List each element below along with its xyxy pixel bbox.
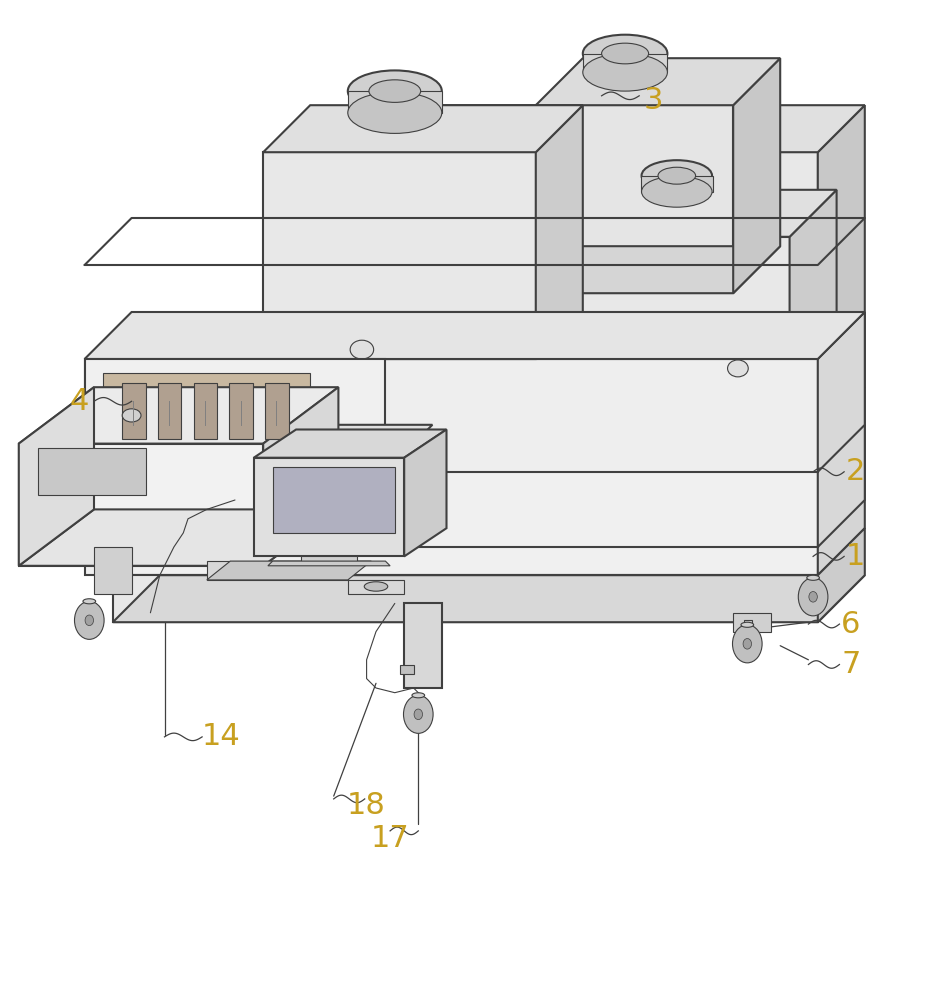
Ellipse shape xyxy=(641,176,713,207)
Polygon shape xyxy=(404,430,446,556)
Polygon shape xyxy=(85,425,865,472)
Text: 1: 1 xyxy=(846,542,866,571)
Text: 4: 4 xyxy=(70,387,89,416)
Polygon shape xyxy=(229,382,253,439)
Ellipse shape xyxy=(412,693,425,698)
Polygon shape xyxy=(268,561,390,566)
Polygon shape xyxy=(158,382,181,439)
Ellipse shape xyxy=(732,625,762,663)
Polygon shape xyxy=(254,430,446,458)
Polygon shape xyxy=(790,190,837,406)
Ellipse shape xyxy=(122,409,141,422)
Ellipse shape xyxy=(583,53,667,91)
Text: 14: 14 xyxy=(201,722,241,751)
Polygon shape xyxy=(348,580,404,594)
Ellipse shape xyxy=(74,601,104,639)
Polygon shape xyxy=(113,575,865,622)
Ellipse shape xyxy=(348,70,442,112)
Polygon shape xyxy=(85,359,818,472)
Polygon shape xyxy=(818,528,865,622)
Polygon shape xyxy=(536,105,733,293)
Polygon shape xyxy=(85,472,818,575)
Polygon shape xyxy=(263,105,583,152)
Polygon shape xyxy=(536,105,583,359)
Polygon shape xyxy=(301,556,357,561)
Ellipse shape xyxy=(583,35,667,72)
Ellipse shape xyxy=(602,43,649,64)
Polygon shape xyxy=(818,105,865,434)
Polygon shape xyxy=(395,434,818,547)
Polygon shape xyxy=(400,664,414,674)
Text: 7: 7 xyxy=(841,650,861,679)
Polygon shape xyxy=(564,190,837,237)
Polygon shape xyxy=(85,359,385,472)
Polygon shape xyxy=(85,312,865,359)
Polygon shape xyxy=(263,152,536,359)
Polygon shape xyxy=(583,53,667,72)
Polygon shape xyxy=(404,603,442,688)
Ellipse shape xyxy=(728,360,748,377)
Polygon shape xyxy=(254,458,404,556)
Polygon shape xyxy=(564,359,837,406)
Polygon shape xyxy=(19,387,94,566)
Text: 18: 18 xyxy=(347,791,386,820)
Ellipse shape xyxy=(368,80,421,102)
Ellipse shape xyxy=(808,592,818,602)
Ellipse shape xyxy=(641,160,713,191)
Ellipse shape xyxy=(85,615,94,626)
Polygon shape xyxy=(207,561,371,580)
Polygon shape xyxy=(733,58,780,293)
Text: 17: 17 xyxy=(370,824,410,853)
Polygon shape xyxy=(564,237,790,406)
Ellipse shape xyxy=(658,167,696,184)
Ellipse shape xyxy=(348,92,442,133)
Ellipse shape xyxy=(414,709,423,720)
Polygon shape xyxy=(19,444,263,566)
Polygon shape xyxy=(536,246,780,293)
Polygon shape xyxy=(19,509,338,566)
Ellipse shape xyxy=(744,639,752,649)
Polygon shape xyxy=(103,373,310,448)
Polygon shape xyxy=(273,467,395,533)
Ellipse shape xyxy=(83,599,96,604)
Polygon shape xyxy=(263,312,583,359)
Ellipse shape xyxy=(807,575,820,580)
Ellipse shape xyxy=(365,582,388,591)
Polygon shape xyxy=(818,312,865,472)
Polygon shape xyxy=(94,547,132,594)
Polygon shape xyxy=(19,387,338,444)
Polygon shape xyxy=(348,91,442,113)
Ellipse shape xyxy=(403,695,433,733)
Text: 3: 3 xyxy=(644,86,664,115)
Polygon shape xyxy=(85,425,432,472)
Ellipse shape xyxy=(351,340,374,359)
Polygon shape xyxy=(194,382,217,439)
Polygon shape xyxy=(38,448,146,495)
Polygon shape xyxy=(207,561,348,580)
Polygon shape xyxy=(113,575,818,622)
Polygon shape xyxy=(733,613,771,632)
Ellipse shape xyxy=(741,622,754,627)
Polygon shape xyxy=(395,152,818,434)
Polygon shape xyxy=(536,58,780,105)
Polygon shape xyxy=(818,387,865,547)
Polygon shape xyxy=(265,382,289,439)
Text: 6: 6 xyxy=(841,610,861,639)
Text: 2: 2 xyxy=(846,457,866,486)
Polygon shape xyxy=(122,382,146,439)
Polygon shape xyxy=(263,387,338,566)
Polygon shape xyxy=(641,176,713,192)
Ellipse shape xyxy=(798,578,828,616)
Polygon shape xyxy=(395,105,865,152)
Polygon shape xyxy=(818,425,865,575)
Polygon shape xyxy=(744,620,752,627)
